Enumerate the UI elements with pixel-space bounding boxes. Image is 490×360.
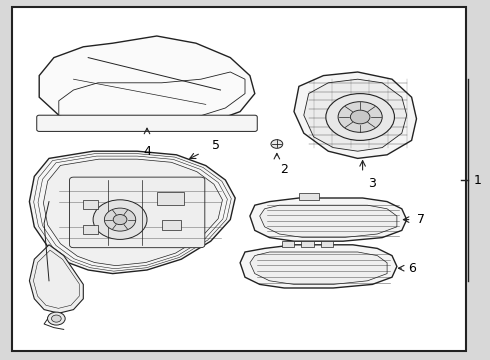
Polygon shape	[29, 151, 235, 274]
FancyBboxPatch shape	[12, 7, 465, 351]
Circle shape	[113, 215, 127, 225]
Polygon shape	[44, 159, 222, 266]
Polygon shape	[304, 79, 407, 151]
Bar	[162, 220, 181, 230]
Bar	[282, 241, 294, 247]
Text: 5: 5	[212, 139, 220, 152]
Bar	[321, 241, 333, 247]
Circle shape	[48, 312, 65, 325]
Polygon shape	[250, 198, 407, 241]
Circle shape	[104, 208, 136, 231]
Bar	[299, 193, 318, 200]
Circle shape	[93, 200, 147, 239]
Ellipse shape	[350, 110, 370, 124]
Circle shape	[51, 315, 61, 322]
Bar	[157, 192, 184, 205]
Bar	[83, 200, 98, 209]
Text: 7: 7	[417, 213, 425, 226]
Polygon shape	[260, 205, 397, 238]
Text: 3: 3	[368, 177, 376, 190]
Polygon shape	[29, 245, 83, 313]
Ellipse shape	[338, 102, 382, 132]
Bar	[83, 225, 98, 234]
Circle shape	[271, 140, 283, 148]
Polygon shape	[39, 36, 255, 130]
Polygon shape	[59, 72, 245, 126]
Text: 2: 2	[280, 163, 288, 176]
Polygon shape	[240, 245, 397, 288]
Ellipse shape	[326, 94, 394, 140]
Polygon shape	[294, 72, 416, 158]
FancyBboxPatch shape	[37, 115, 257, 131]
Text: 1: 1	[474, 174, 482, 186]
Text: 6: 6	[408, 262, 416, 275]
FancyBboxPatch shape	[70, 177, 205, 248]
Text: 4: 4	[143, 145, 151, 158]
Bar	[301, 241, 314, 247]
Polygon shape	[250, 252, 387, 284]
